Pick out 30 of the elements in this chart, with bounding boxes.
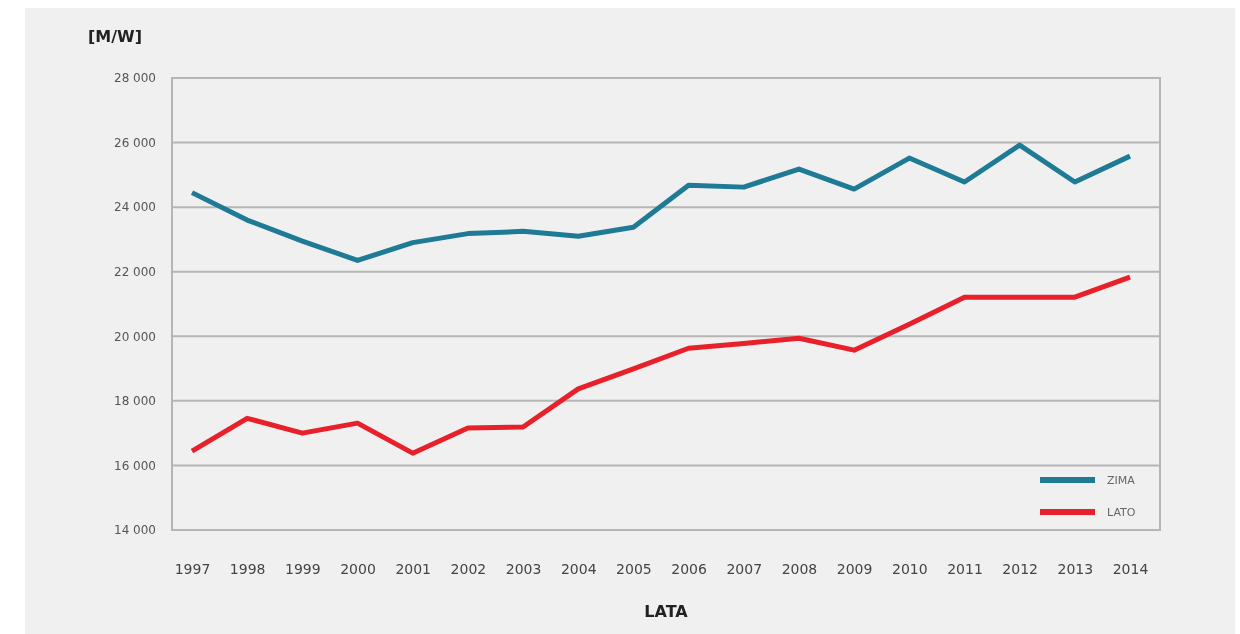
x-axis-title: LATA [644, 602, 689, 621]
x-tick-label: 2001 [395, 560, 432, 577]
y-tick-label: 18 000 [114, 394, 156, 409]
x-tick-label: 2011 [947, 560, 983, 577]
x-tick-label: 1998 [229, 560, 266, 577]
y-tick-label: 28 000 [114, 71, 156, 86]
x-tick-label: 2004 [560, 560, 597, 577]
x-tick-label: 2013 [1057, 560, 1094, 577]
x-tick-label: 2002 [450, 560, 487, 577]
x-tick-label: 2005 [616, 560, 652, 577]
y-tick-label: 26 000 [114, 135, 156, 150]
x-tick-label: 2007 [726, 560, 763, 577]
y-axis-title: [M/W] [88, 27, 143, 46]
x-tick-label: 2012 [1002, 560, 1038, 577]
x-tick-label: 2003 [505, 560, 542, 577]
x-tick-label: 2014 [1112, 560, 1149, 577]
y-tick-label: 16 000 [114, 458, 156, 473]
x-tick-label: 2006 [671, 560, 707, 577]
x-tick-label: 2008 [781, 560, 818, 577]
y-tick-label: 14 000 [114, 523, 156, 538]
x-tick-label: 2010 [891, 560, 928, 577]
y-tick-label: 20 000 [114, 329, 156, 344]
x-tick-label: 1999 [285, 560, 321, 577]
legend-label: LATO [1107, 506, 1136, 519]
y-tick-label: 22 000 [114, 265, 156, 280]
x-tick-label: 2000 [340, 560, 376, 577]
x-tick-label: 2009 [836, 560, 873, 577]
x-tick-label: 1997 [174, 560, 211, 577]
y-tick-label: 24 000 [114, 200, 156, 215]
legend-label: ZIMA [1107, 474, 1136, 487]
